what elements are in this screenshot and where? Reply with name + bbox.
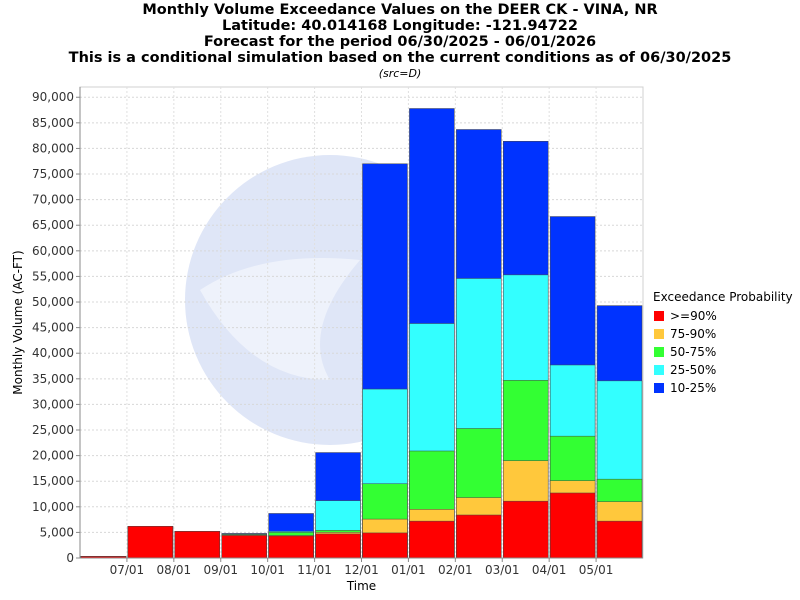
y-tick-label: 60,000	[32, 244, 74, 258]
x-tick-label: 09/01	[203, 563, 238, 577]
legend-item: >=90%	[653, 307, 793, 325]
y-tick-label: 85,000	[32, 116, 74, 130]
y-tick-label: 40,000	[32, 346, 74, 360]
bar-segment	[503, 500, 549, 559]
legend: Exceedance Probability >=90% 75-90% 50-7…	[653, 289, 793, 397]
y-tick-label: 25,000	[32, 423, 74, 437]
bar-segment	[174, 531, 220, 559]
grid	[79, 86, 644, 559]
bar-segment	[362, 532, 408, 559]
y-tick-label: 0	[66, 551, 74, 565]
legend-item: 50-75%	[653, 343, 793, 361]
x-tick-label: 12/01	[344, 563, 379, 577]
chart-title-line-3: Forecast for the period 06/30/2025 - 06/…	[203, 34, 597, 50]
legend-swatch	[654, 311, 664, 321]
y-tick-label: 5,000	[40, 525, 74, 539]
x-tick-label: 02/01	[438, 563, 473, 577]
bar-segment	[268, 535, 314, 559]
legend-label: 25-50%	[670, 363, 717, 377]
legend-swatch	[654, 365, 664, 375]
y-tick-label: 80,000	[32, 141, 74, 155]
legend-label: 10-25%	[670, 381, 717, 395]
y-tick-label: 65,000	[32, 218, 74, 232]
y-tick-label: 10,000	[32, 500, 74, 514]
bar-segment	[221, 535, 267, 559]
bar-segment	[596, 520, 643, 559]
x-tick-label: 10/01	[250, 563, 285, 577]
legend-swatch	[654, 383, 664, 393]
x-tick-label: 04/01	[532, 563, 567, 577]
bar-segment	[127, 526, 174, 559]
legend-title: Exceedance Probability	[653, 290, 793, 304]
legend-swatch	[654, 329, 664, 339]
chart-title-line-1: Monthly Volume Exceedance Values on the …	[142, 2, 658, 18]
legend-item: 25-50%	[653, 361, 793, 379]
y-tick-label: 35,000	[32, 372, 74, 386]
chart-titles: Monthly Volume Exceedance Values on the …	[0, 2, 800, 81]
x-tick-label: 03/01	[485, 563, 520, 577]
chart-subtitle: (src=D)	[378, 67, 422, 80]
chart-title-line-2: Latitude: 40.014168 Longitude: -121.9472…	[222, 18, 578, 34]
legend-label: >=90%	[670, 309, 717, 323]
y-tick-label: 50,000	[32, 295, 74, 309]
y-tick-label: 75,000	[32, 167, 74, 181]
y-axis-label: Monthly Volume (AC-FT)	[11, 250, 25, 394]
y-tick-label: 70,000	[32, 193, 74, 207]
bar-segment	[409, 520, 455, 559]
legend-label: 75-90%	[670, 327, 717, 341]
y-tick-label: 45,000	[32, 321, 74, 335]
axes: 0 5,000 10,000 15,000 20,000 25,000 30,000 35,0…	[11, 87, 643, 593]
x-tick-label: 08/01	[157, 563, 192, 577]
y-tick-label: 55,000	[32, 269, 74, 283]
y-tick-label: 15,000	[32, 474, 74, 488]
x-tick-label: 01/01	[391, 563, 426, 577]
x-axis-label: Time	[346, 579, 376, 593]
bar-segment	[456, 514, 502, 559]
x-tick-label: 05/01	[579, 563, 614, 577]
legend-item: 75-90%	[653, 325, 793, 343]
bar-segment	[549, 492, 596, 559]
y-tick-label: 20,000	[32, 449, 74, 463]
y-tick-label: 30,000	[32, 397, 74, 411]
y-tick-label: 90,000	[32, 90, 74, 104]
x-tick-label: 11/01	[297, 563, 332, 577]
legend-label: 50-75%	[670, 345, 717, 359]
chart-title-line-4: This is a conditional simulation based o…	[68, 50, 732, 66]
legend-swatch	[654, 347, 664, 357]
bar-segment	[315, 533, 361, 559]
legend-item: 10-25%	[653, 379, 793, 397]
x-tick-label: 07/01	[110, 563, 145, 577]
